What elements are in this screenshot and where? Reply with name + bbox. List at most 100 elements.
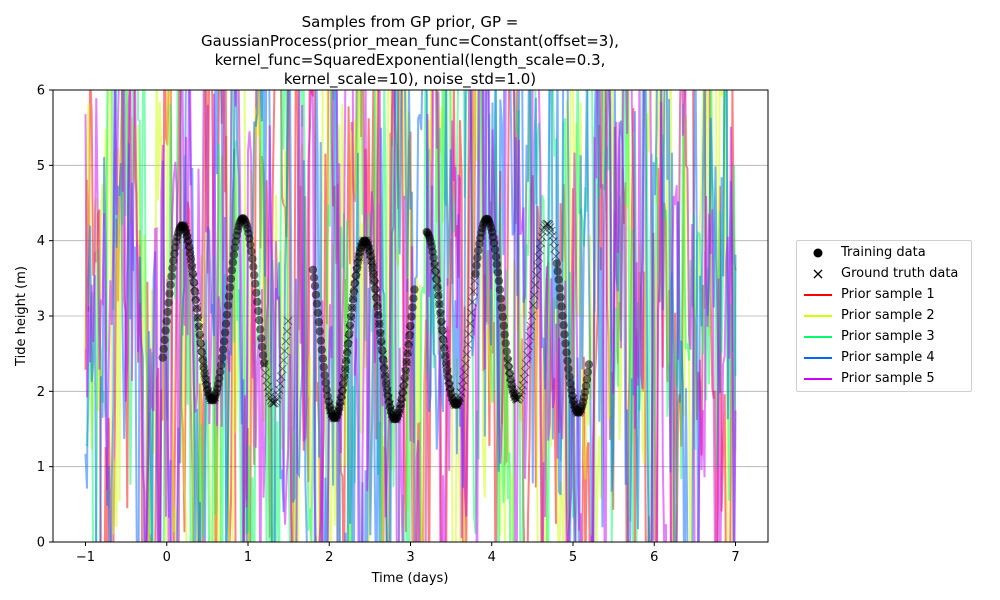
- legend-item-training: Training data: [797, 242, 971, 263]
- training-point: [441, 352, 449, 360]
- training-point: [584, 368, 592, 376]
- training-point: [248, 255, 256, 263]
- training-point: [222, 320, 230, 328]
- training-point: [218, 353, 226, 361]
- training-point: [317, 337, 325, 345]
- training-point: [553, 259, 561, 267]
- legend-item-sample-3: Prior sample 3: [797, 326, 971, 347]
- x-tick-label: 2: [325, 550, 333, 565]
- training-point: [315, 318, 323, 326]
- training-point: [259, 351, 267, 359]
- training-point: [561, 339, 569, 347]
- training-point: [260, 359, 268, 367]
- training-point: [221, 328, 229, 336]
- training-point: [494, 268, 502, 276]
- training-point: [247, 247, 255, 255]
- training-point: [165, 289, 173, 297]
- training-point: [559, 321, 567, 329]
- training-point: [472, 261, 480, 269]
- training-point: [313, 300, 321, 308]
- x-tick-label: 6: [650, 550, 658, 565]
- y-tick-label: 2: [37, 385, 45, 400]
- training-point: [557, 302, 565, 310]
- training-point: [562, 348, 570, 356]
- training-point: [159, 353, 167, 361]
- training-point: [258, 343, 266, 351]
- training-point: [554, 267, 562, 275]
- training-point: [252, 289, 260, 297]
- training-point: [167, 272, 175, 280]
- training-point: [311, 282, 319, 290]
- y-tick-label: 3: [37, 310, 45, 325]
- training-point: [251, 280, 259, 288]
- training-point: [583, 375, 591, 383]
- legend-label: Ground truth data: [841, 266, 958, 281]
- training-point: [226, 283, 234, 291]
- training-point: [501, 330, 509, 338]
- training-point: [228, 266, 236, 274]
- training-point: [406, 322, 414, 330]
- y-tick-label: 0: [37, 536, 45, 551]
- training-point: [166, 281, 174, 289]
- legend-item-sample-5: Prior sample 5: [797, 368, 971, 389]
- training-point: [493, 260, 501, 268]
- training-point: [318, 346, 326, 354]
- y-tick-label: 4: [37, 234, 45, 249]
- legend-label: Prior sample 1: [841, 287, 935, 302]
- training-point: [564, 365, 572, 373]
- training-point: [193, 305, 201, 313]
- y-axis-label: Tide height (m): [14, 266, 29, 367]
- training-point: [347, 312, 355, 320]
- training-point: [560, 330, 568, 338]
- training-point: [401, 366, 409, 374]
- line-swatch-icon: [803, 284, 833, 305]
- training-point: [249, 263, 257, 271]
- x-tick-label: 3: [406, 550, 414, 565]
- training-point: [340, 373, 348, 381]
- training-point: [160, 345, 168, 353]
- training-point: [188, 262, 196, 270]
- x-marker-icon: [803, 263, 833, 284]
- training-point: [403, 349, 411, 357]
- line-swatch-icon: [803, 368, 833, 389]
- training-point: [217, 361, 225, 369]
- training-point: [407, 312, 415, 320]
- training-point: [381, 372, 389, 380]
- training-point: [492, 253, 500, 261]
- training-point: [342, 357, 350, 365]
- legend: Training data Ground truth data Prior sa…: [796, 240, 972, 392]
- training-point: [257, 334, 265, 342]
- x-tick-label: 5: [569, 550, 577, 565]
- training-point: [376, 329, 384, 337]
- y-tick-label: 5: [37, 159, 45, 174]
- training-point: [408, 303, 416, 311]
- line-swatch-icon: [803, 326, 833, 347]
- training-point: [195, 322, 203, 330]
- line-swatch-icon: [803, 305, 833, 326]
- filled-circle-marker-icon: [803, 242, 833, 263]
- training-point: [219, 346, 227, 354]
- training-point: [227, 275, 235, 283]
- x-tick-label: 1: [244, 550, 252, 565]
- training-point: [255, 316, 263, 324]
- training-point: [349, 295, 357, 303]
- training-point: [585, 360, 593, 368]
- training-point: [310, 274, 318, 282]
- x-tick-label: −1: [76, 550, 95, 565]
- training-point: [316, 327, 324, 335]
- training-point: [319, 354, 327, 362]
- training-point: [502, 339, 510, 347]
- training-point: [409, 294, 417, 302]
- training-point: [164, 299, 172, 307]
- legend-label: Prior sample 2: [841, 308, 935, 323]
- legend-label: Training data: [841, 245, 926, 260]
- training-point: [160, 336, 168, 344]
- training-point: [229, 258, 237, 266]
- x-tick-label: 0: [163, 550, 171, 565]
- training-point: [565, 372, 573, 380]
- training-point: [496, 286, 504, 294]
- training-point: [498, 304, 506, 312]
- y-tick-label: 1: [37, 460, 45, 475]
- training-point: [162, 317, 170, 325]
- training-point: [503, 347, 511, 355]
